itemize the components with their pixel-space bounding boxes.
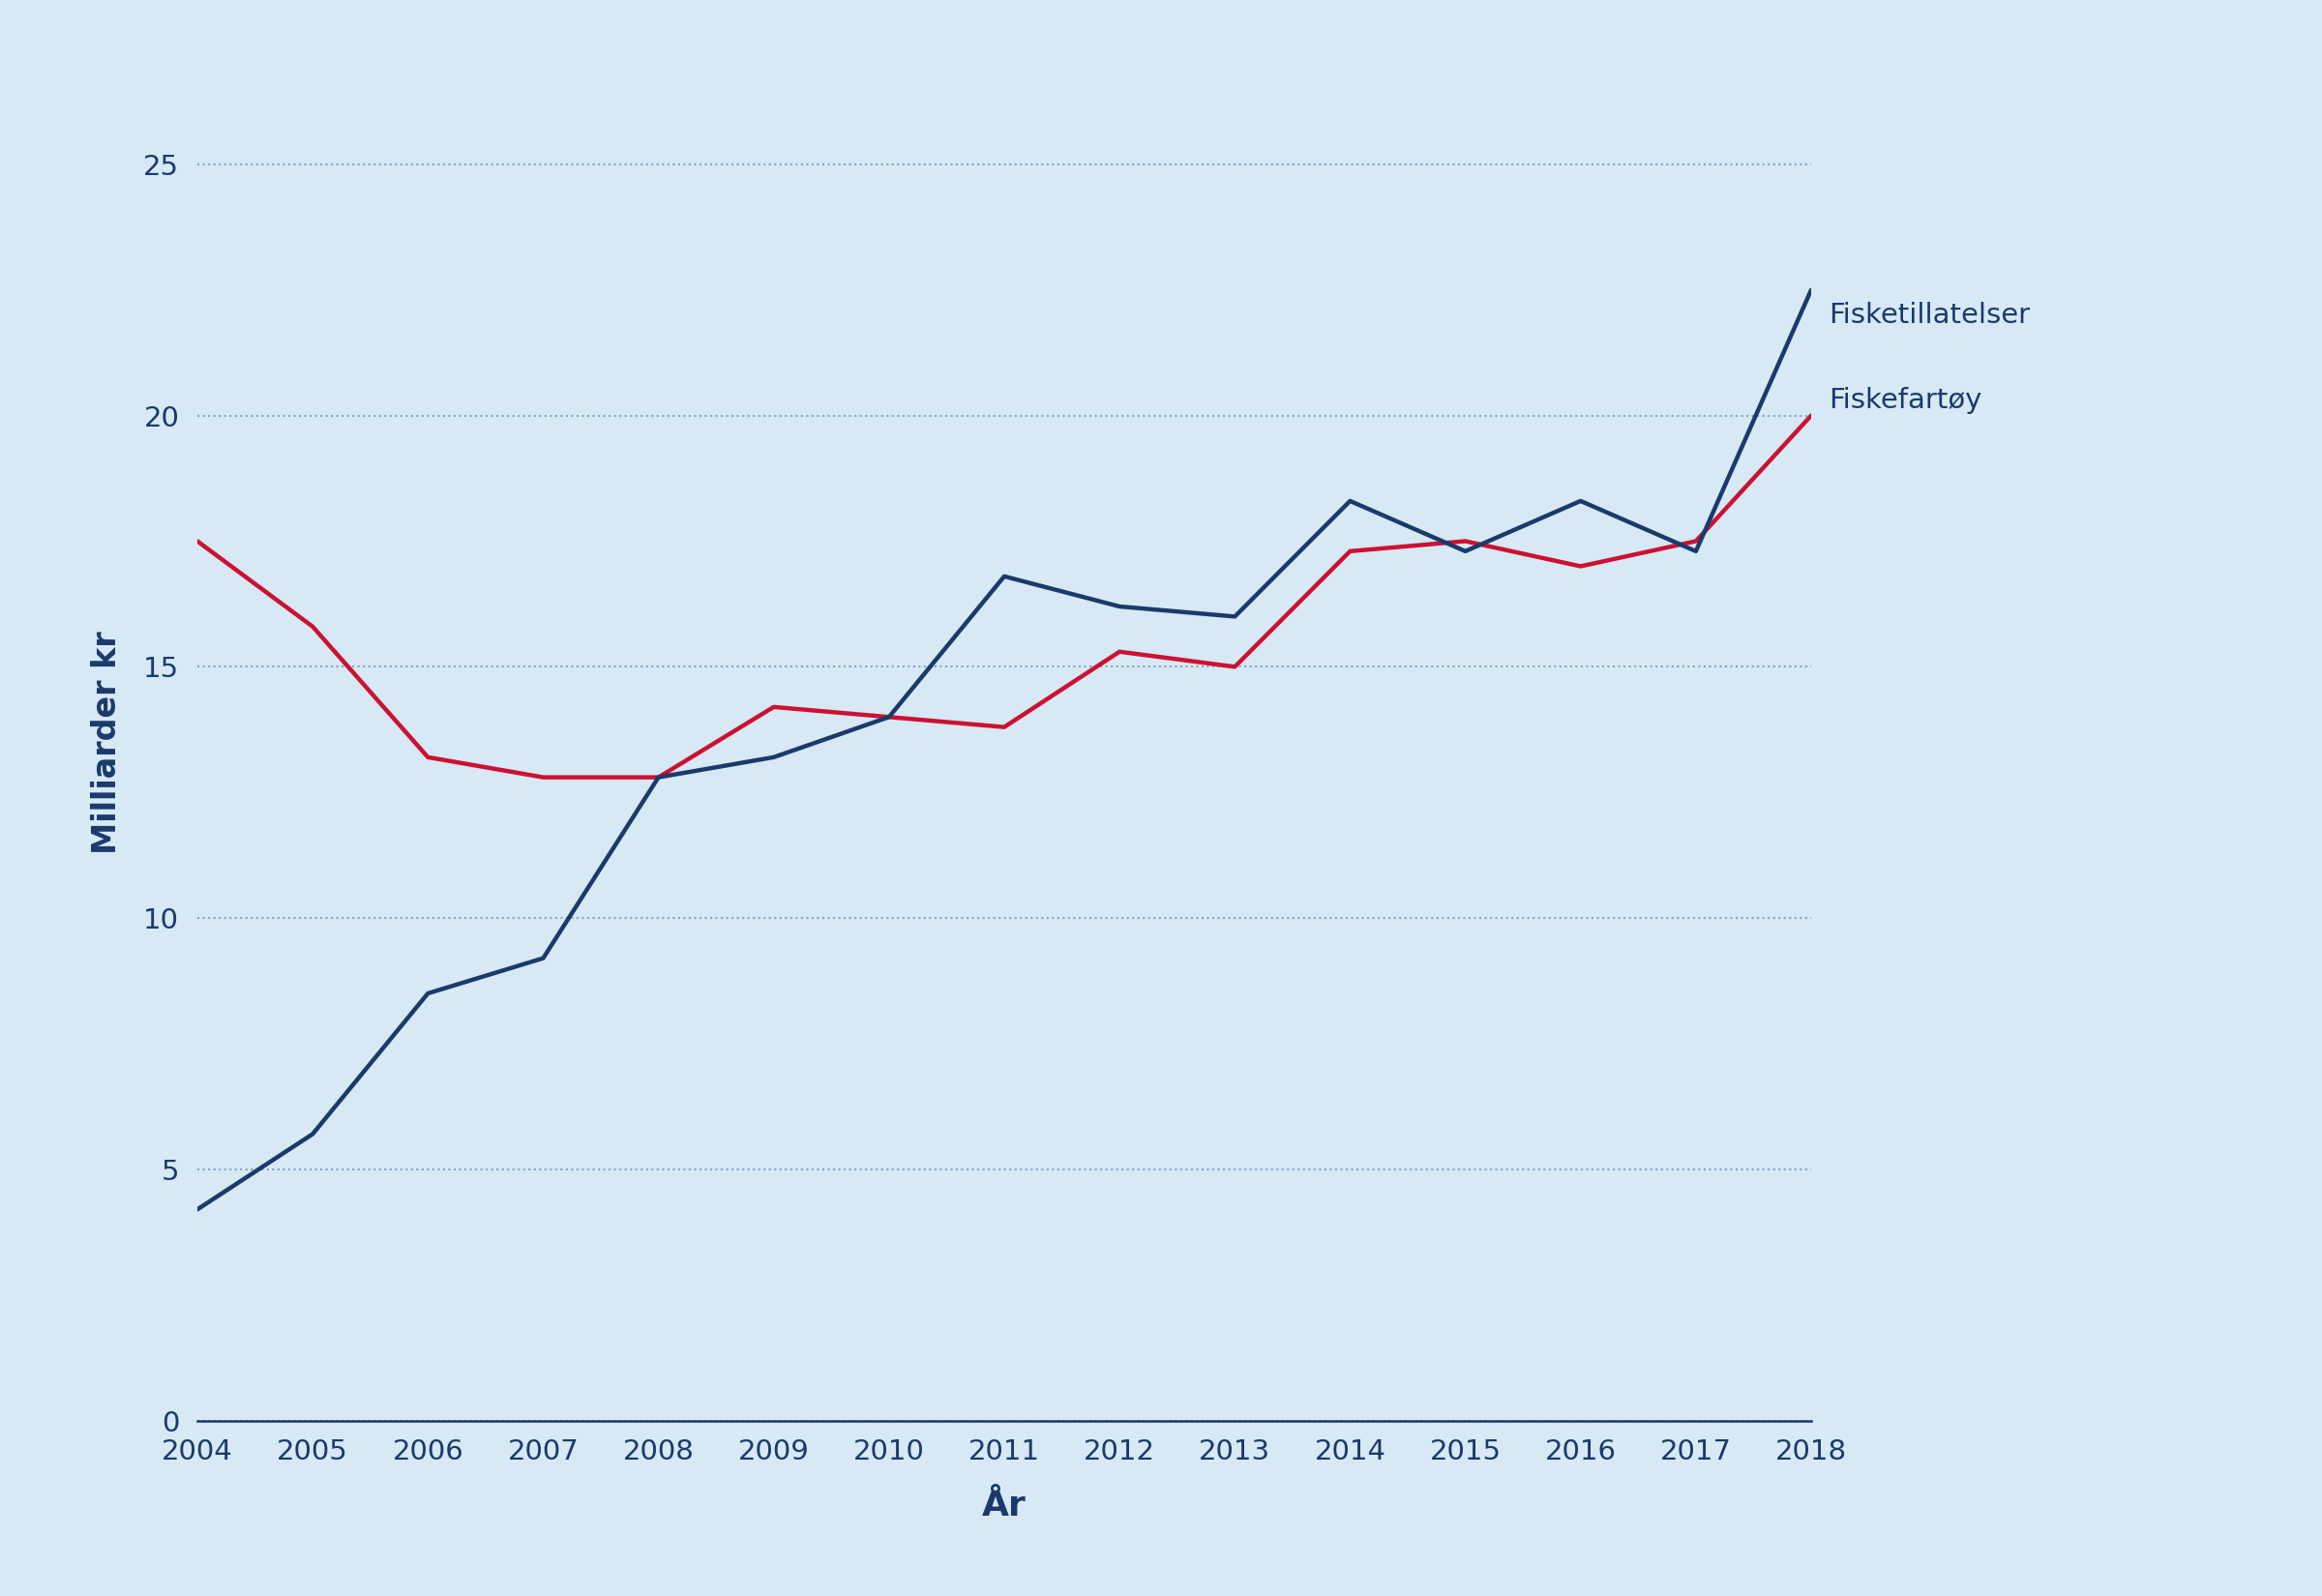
Text: Fisketillatelser: Fisketillatelser [1827,302,2029,329]
X-axis label: År: År [982,1489,1026,1523]
Text: Fiskefartøy: Fiskefartøy [1827,386,1981,413]
Y-axis label: Milliarder kr: Milliarder kr [91,630,123,854]
